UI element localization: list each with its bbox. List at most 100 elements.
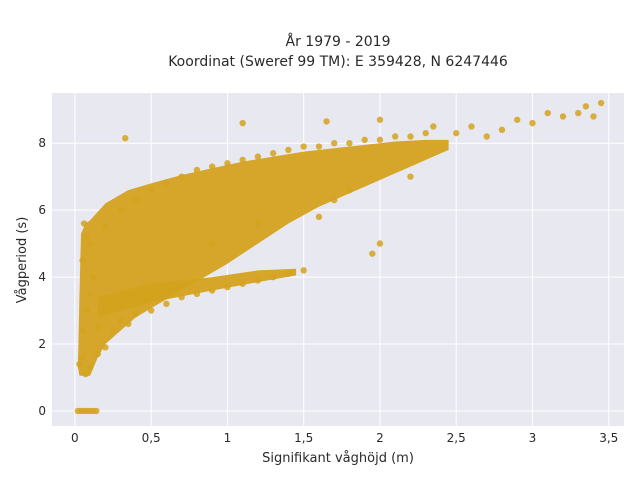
chart-title-line-2: Koordinat (Sweref 99 TM): E 359428, N 62… bbox=[168, 54, 508, 70]
data-point bbox=[514, 116, 521, 123]
data-point bbox=[86, 240, 94, 247]
data-point bbox=[254, 220, 262, 227]
data-point bbox=[285, 146, 292, 154]
data-point bbox=[361, 136, 368, 144]
data-point bbox=[269, 150, 277, 157]
y-tick-label: 8 bbox=[38, 136, 46, 150]
data-point bbox=[315, 213, 323, 221]
data-point bbox=[330, 140, 338, 147]
x-tick-label: 1 bbox=[224, 431, 232, 445]
y-axis-title: Vågperiod (s) bbox=[15, 217, 30, 304]
x-tick-label: 2,5 bbox=[447, 431, 466, 445]
data-point bbox=[89, 273, 97, 281]
data-point bbox=[122, 134, 129, 142]
data-point bbox=[559, 113, 567, 120]
data-point bbox=[597, 99, 605, 107]
scatter-density-core bbox=[77, 139, 449, 376]
data-point bbox=[430, 123, 437, 130]
data-point bbox=[422, 129, 429, 137]
data-point bbox=[79, 354, 86, 361]
y-tick-label: 2 bbox=[38, 337, 46, 351]
data-point bbox=[590, 113, 597, 120]
data-point bbox=[468, 123, 475, 130]
data-point bbox=[285, 270, 292, 277]
data-point bbox=[254, 153, 262, 160]
y-tick-label: 4 bbox=[38, 270, 46, 284]
y-tick-label: 6 bbox=[38, 203, 46, 217]
data-point bbox=[83, 233, 91, 241]
data-point bbox=[376, 136, 384, 144]
data-point bbox=[369, 250, 376, 257]
data-point bbox=[147, 307, 155, 314]
data-point bbox=[239, 156, 246, 164]
y-tick-label: 0 bbox=[38, 404, 46, 418]
data-point bbox=[392, 133, 399, 140]
data-point bbox=[346, 186, 353, 194]
data-point bbox=[300, 143, 307, 150]
data-point bbox=[76, 360, 83, 368]
data-point bbox=[224, 283, 231, 291]
data-point bbox=[117, 206, 124, 214]
data-point bbox=[163, 300, 170, 308]
data-point bbox=[330, 196, 338, 204]
data-point bbox=[544, 109, 551, 117]
data-point bbox=[82, 370, 89, 378]
data-point bbox=[407, 173, 414, 180]
data-point bbox=[193, 166, 201, 174]
data-point bbox=[269, 273, 277, 281]
data-point bbox=[94, 324, 101, 331]
data-point bbox=[147, 186, 155, 194]
data-point bbox=[102, 344, 109, 351]
data-point bbox=[376, 240, 384, 247]
x-tick-label: 3 bbox=[529, 431, 537, 445]
x-axis-ticks: 0 0,5 1 1,5 2 2,5 3 3,5 bbox=[71, 431, 618, 445]
data-points bbox=[74, 99, 605, 415]
data-point bbox=[254, 277, 262, 284]
chart-title-line-1: År 1979 - 2019 bbox=[286, 33, 391, 50]
x-axis-title: Signifikant våghöjd (m) bbox=[262, 451, 414, 466]
data-point bbox=[79, 327, 86, 334]
data-point bbox=[582, 103, 590, 110]
data-point bbox=[132, 310, 140, 318]
data-point bbox=[125, 320, 132, 328]
y-axis-ticks: 0 2 4 6 8 bbox=[38, 136, 46, 418]
data-point bbox=[498, 126, 506, 134]
x-tick-label: 2 bbox=[376, 431, 384, 445]
data-point bbox=[117, 317, 124, 324]
data-point bbox=[178, 173, 185, 180]
data-point bbox=[453, 129, 460, 137]
data-point bbox=[93, 407, 100, 415]
data-point bbox=[178, 293, 185, 301]
data-point bbox=[208, 163, 216, 170]
data-point bbox=[346, 140, 353, 147]
data-point bbox=[86, 364, 94, 371]
x-tick-label: 3,5 bbox=[599, 431, 618, 445]
data-point bbox=[83, 307, 91, 314]
data-point bbox=[163, 180, 170, 187]
data-point bbox=[239, 119, 246, 127]
data-point bbox=[407, 133, 414, 140]
data-point bbox=[86, 290, 94, 298]
data-point bbox=[483, 133, 490, 140]
data-point bbox=[208, 287, 216, 294]
data-point bbox=[300, 267, 307, 274]
data-point bbox=[102, 223, 109, 231]
x-tick-label: 0,5 bbox=[142, 431, 161, 445]
x-tick-label: 1,5 bbox=[294, 431, 313, 445]
data-point bbox=[575, 109, 582, 117]
data-point bbox=[80, 220, 88, 227]
data-point bbox=[102, 307, 109, 314]
data-point bbox=[323, 118, 330, 125]
x-tick-label: 0 bbox=[71, 431, 79, 445]
data-point bbox=[224, 160, 231, 167]
data-point bbox=[315, 143, 323, 150]
data-point bbox=[132, 196, 140, 204]
data-point bbox=[376, 116, 384, 123]
data-point bbox=[239, 280, 246, 287]
data-point bbox=[529, 119, 536, 127]
data-point bbox=[193, 290, 201, 298]
data-point bbox=[94, 350, 101, 358]
data-point bbox=[109, 327, 117, 334]
